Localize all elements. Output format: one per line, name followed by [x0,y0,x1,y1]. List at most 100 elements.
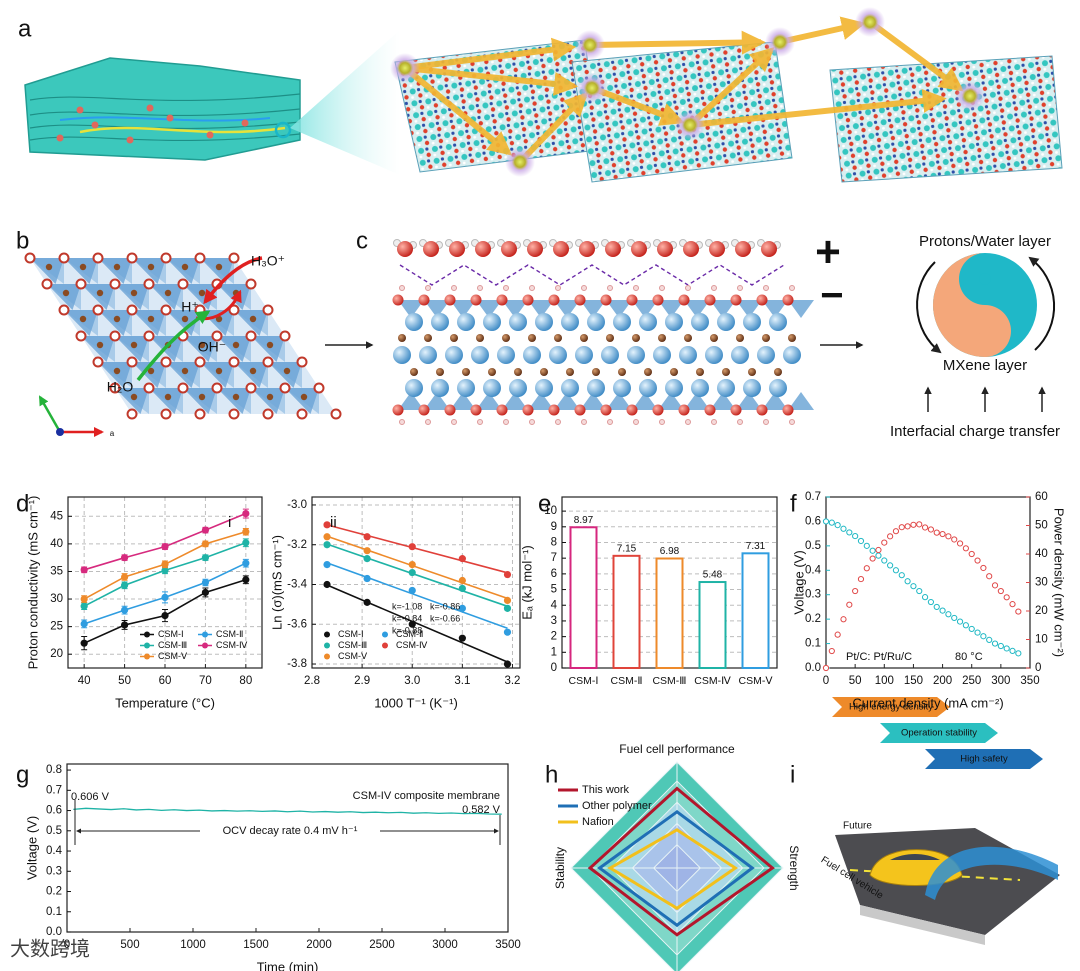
oxygen [600,294,612,306]
ion [76,106,84,114]
zoom-ring [274,121,292,139]
marker [904,523,911,530]
species-label: a [110,429,115,438]
axis-c [56,428,64,436]
proton-arrow [404,65,579,96]
yin-dot [979,273,991,285]
panel-label: h [545,761,558,788]
legend-marker [382,642,388,649]
annotation: k=-0.66 [430,613,460,623]
ti-atom [405,313,423,331]
marker [927,598,935,606]
proton-arrow [590,85,685,126]
octahedron [502,392,528,410]
plus-sign: + [815,228,841,277]
c-atom [540,368,548,376]
marker [840,525,847,532]
octahedron [115,284,149,310]
octahedron [658,300,684,318]
annotation: OCV decay rate 0.4 mV h⁻¹ [223,825,358,837]
octahedron [217,336,251,362]
metal-site [113,263,121,271]
yin-yang-half [933,253,1011,357]
minus-sign: − [820,274,843,318]
hydrogen [581,285,587,291]
marker [933,529,940,536]
marker [939,607,946,614]
octahedron [268,362,302,388]
marker [869,555,876,562]
y-tick-label: 10 [544,505,557,517]
y2-tick-label: 10 [1035,634,1048,646]
oxygen [548,404,560,416]
marker [887,562,894,569]
c-atom [774,368,782,376]
y2-tick-label: 40 [1035,548,1048,560]
hydrogen [555,419,561,425]
hydrogen [711,285,717,291]
marker [323,541,331,549]
metal-site [181,315,189,323]
metal-site [198,341,206,349]
bar [741,552,770,670]
oxygen [756,294,768,306]
oxygen [444,404,456,416]
marker [161,611,169,620]
y-tick-label: 2 [551,631,557,643]
oxygen [782,404,794,416]
oxygen [496,294,508,306]
oxygen-site [228,252,240,264]
oxygen [652,294,664,306]
annotation: 80 °C [955,651,983,663]
panel-label: a [18,15,32,42]
x-tick-label: 200 [933,675,952,687]
c-atom [788,334,796,342]
marker [916,521,923,528]
species-label: H⁺ [181,299,199,315]
c-atom [606,334,614,342]
ion [91,121,99,129]
ti-atom [405,379,423,397]
plot-frame [66,763,509,933]
metal-site [283,367,291,375]
c-atom [670,368,678,376]
panel-label: b [16,227,29,254]
c-atom [398,334,406,342]
fit-line [326,562,508,629]
marker [1009,647,1016,655]
octahedron [606,300,632,318]
oxygen-site [262,304,274,316]
ti-atom [665,313,683,331]
oxygen-site [313,382,325,394]
x-tick-label: 100 [875,675,894,687]
x-tick-label: 3.2 [504,675,520,687]
annotation: Pt/C: Pt/Ru/C [846,651,912,663]
water-o [449,241,465,257]
y-tick-label: 3 [551,615,557,627]
y-tick-label: 0.8 [46,764,62,776]
marker [857,575,865,583]
marker [363,533,371,541]
legend-label: CSM-Ⅰ [158,629,184,639]
panel-label: d [16,490,29,517]
bar [612,554,641,669]
marker [991,640,999,647]
oxygen-site [126,408,138,420]
marker [1003,645,1010,652]
octahedron [762,300,788,318]
marker [951,614,958,622]
plot-frame [825,496,1031,669]
panel-label: e [538,490,551,517]
hydrogen [399,285,405,291]
octahedron [98,362,132,388]
oxygen-site [245,278,257,290]
ti-atom [535,379,553,397]
hydrogen [477,419,483,425]
y-tick-label: 30 [50,593,63,605]
banner [925,749,1043,769]
octahedron [64,310,98,336]
marker [323,521,331,529]
y-axis-label: Ln (σ)(mS cm⁻¹) [269,535,284,630]
c-atom [722,368,730,376]
metal-site [45,263,53,271]
